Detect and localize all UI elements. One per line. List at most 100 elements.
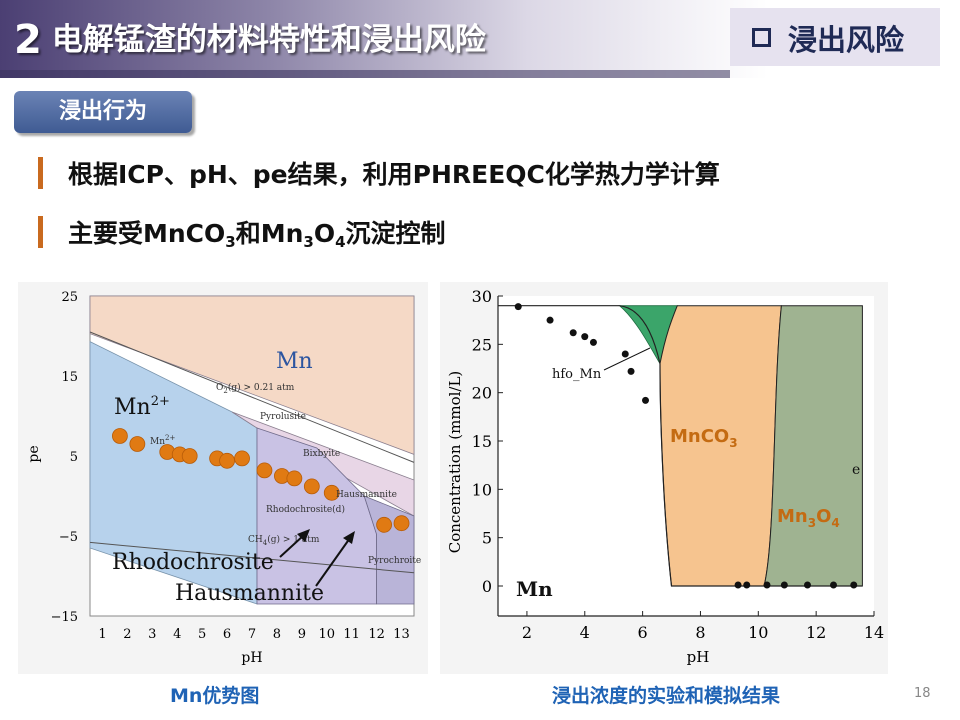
y-tick-label: 5	[70, 450, 78, 465]
y-axis-label: Concentration (mmol/L)	[446, 371, 464, 554]
bullet-bar-icon	[38, 157, 43, 189]
mn2plus-small-sup: 2+	[165, 434, 175, 442]
x-axis-label: pH	[241, 650, 262, 666]
pyrochroite-label: Pyrochroite	[368, 556, 421, 566]
measured-point	[112, 428, 128, 444]
y-tick-label: 25	[472, 335, 492, 354]
ch4-boundary-line	[89, 541, 415, 574]
mn3o4-sub1: 3	[808, 516, 816, 530]
title-text: 电解锰渣的材料特性和浸出风险	[51, 22, 486, 58]
measured-point	[376, 516, 392, 533]
measured-point	[129, 436, 146, 452]
hfo-pointer-line	[603, 347, 651, 371]
y-tick-label: 25	[61, 290, 78, 305]
y-tick-labels: 30 25 20 15 10 5 0	[472, 287, 503, 596]
experimental-points	[514, 303, 858, 589]
b2-sub1: 3	[225, 233, 236, 251]
x-axis-label: pH	[687, 648, 710, 666]
header-bar: 2 电解锰渣的材料特性和浸出风险 浸出风险	[0, 0, 960, 78]
mnco3-label: MnCO3	[670, 426, 738, 450]
o2-label: O2(g) > 0.21 atm	[216, 382, 295, 395]
experimental-point	[734, 581, 742, 589]
x-tick-label: 2	[522, 623, 532, 642]
bullet-bar-icon	[38, 216, 43, 248]
x-tick-label: 12	[806, 623, 826, 642]
x-tick-label: 9	[298, 627, 306, 642]
x-tick-label: 5	[198, 627, 206, 642]
hausmannite-arrow-line	[315, 537, 351, 587]
measured-point	[181, 448, 198, 464]
x-tick-label: 3	[148, 627, 156, 642]
measured-point	[256, 462, 273, 479]
rhodochrosite-arrow-icon	[297, 529, 310, 542]
y-tick-label: 5	[482, 529, 492, 548]
x-tick-label: 10	[748, 623, 768, 642]
y-tick-label: −5	[59, 530, 78, 545]
section-label: 浸出风险	[788, 23, 905, 57]
mn3o4-mid: O	[816, 506, 831, 527]
x-tick-label: 10	[318, 627, 335, 642]
y-tick-label: 30	[472, 287, 492, 306]
hausmannite-label: Hausmannite	[175, 581, 324, 606]
experimental-point	[803, 581, 811, 589]
o2-rest: (g) > 0.21 atm	[228, 382, 295, 393]
x-tick-labels: 2 4 6 8 10 12 14	[522, 611, 884, 642]
bullet-text-1: 根据ICP、pH、pe结果，利用PHREEQC化学热力学计算	[68, 160, 720, 189]
b2-sub3: 4	[335, 233, 346, 251]
mn-label: Mn	[516, 577, 553, 601]
rhodochrosite-small-label: Rhodochrosite(d)	[266, 504, 345, 515]
y-tick-label: 20	[472, 384, 492, 403]
ch4-base: CH	[248, 535, 263, 545]
b2-mid: 和Mn	[235, 219, 304, 248]
x-tick-label: 6	[223, 627, 231, 642]
x-tick-label: 4	[580, 623, 590, 642]
x-tick-label: 1	[98, 627, 106, 642]
partial-legend-text: e	[852, 462, 860, 478]
y-tick-label: 15	[61, 370, 78, 385]
o2-base: O	[216, 383, 223, 393]
mn2plus-small-base: Mn	[150, 437, 165, 447]
experimental-point	[589, 338, 597, 346]
experimental-point	[763, 581, 771, 589]
mn3o4-label: Mn3O4	[777, 506, 840, 530]
b2-suffix: 沉淀控制	[345, 219, 446, 248]
ch4-rest: (g) > 1 atm	[267, 534, 320, 545]
o2-boundary-line	[89, 331, 415, 463]
bixbyite-label: Bixbyite	[303, 449, 340, 459]
hfo-label: hfo_Mn	[552, 367, 602, 382]
measured-point	[303, 478, 320, 495]
x-tick-label: 7	[248, 627, 256, 642]
x-tick-label: 2	[123, 627, 131, 642]
section-tag: 浸出风险	[730, 8, 940, 66]
mn3o4-region	[763, 305, 863, 587]
rhodochrosite-arrow-line	[279, 534, 305, 558]
leaching-concentration-chart: 30 25 20 15 10 5 0 2 4 6 8 10 12 14 Concentration (m…	[440, 282, 888, 674]
right-figure-caption: 浸出浓度的实验和模拟结果	[552, 685, 781, 707]
pyrolusite-label: Pyrolusite	[260, 412, 306, 422]
x-tick-labels: 1 2 3 4 5 6 7 8 9 10 11 12 13	[98, 627, 409, 642]
y-tick-label: 0	[482, 577, 492, 596]
experimental-point	[514, 303, 522, 311]
square-bullet-icon	[752, 28, 771, 47]
y-tick-labels: 25 15 5 −5 −15	[51, 290, 78, 625]
experimental-point	[642, 396, 650, 404]
ch4-sub: 4	[263, 539, 268, 547]
experimental-point	[569, 329, 577, 337]
subsection-tag: 浸出行为	[14, 91, 192, 133]
y-tick-label: 10	[472, 480, 492, 499]
experimental-point	[581, 333, 589, 341]
simulated-curve	[498, 305, 863, 587]
mnco3-sub: 3	[729, 436, 737, 450]
experimental-point	[743, 581, 751, 589]
measured-point	[219, 452, 235, 469]
bullet-text-2: 主要受MnCO3和Mn3O4沉淀控制	[68, 214, 446, 251]
experimental-point	[546, 316, 554, 324]
mn3o4-sub2: 4	[831, 516, 839, 530]
x-tick-label: 6	[638, 623, 648, 642]
x-tick-label: 11	[343, 627, 360, 642]
slide-title: 2 电解锰渣的材料特性和浸出风险	[14, 14, 486, 63]
experimental-point	[780, 581, 788, 589]
x-tick-label: 14	[864, 623, 884, 642]
b2-prefix: 主要受MnCO	[68, 219, 226, 248]
x-tick-label: 8	[695, 623, 705, 642]
